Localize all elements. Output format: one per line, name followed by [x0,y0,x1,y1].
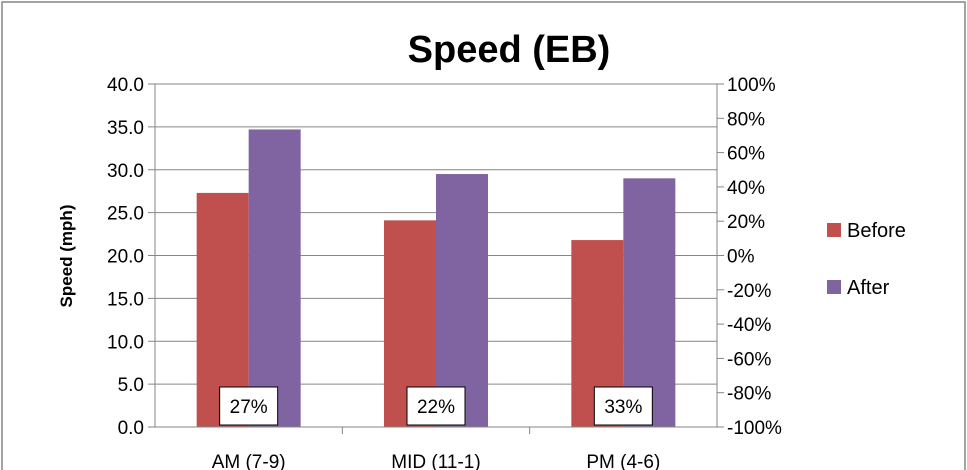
tick-labels: 0.0 5.0 10.0 15.0 20.0 25.0 30.0 35.0 40.0 -100% -… [107,75,782,470]
annotation-box [593,386,653,426]
annotation-label: 33% [604,397,642,418]
y2-tick-label: 80% [727,109,765,130]
x-tick-label: AM (7-9) [212,452,286,470]
y-tick-label: 20.0 [107,247,144,268]
bar-after [623,178,676,427]
legend-swatch-before [827,223,841,237]
y-tick-label: 25.0 [107,204,144,225]
chart-title: Speed (EB) [408,29,611,71]
y-tick-label: 35.0 [107,118,144,139]
x-tick-label: PM (4-6) [586,452,660,470]
y2-tick-label: -100% [727,418,782,439]
annotation-label: 27% [230,397,268,418]
y2-tick-label: 0% [727,247,755,268]
bar-after [248,129,301,427]
y2-tick-label: 60% [727,144,765,165]
x-tick-label: MID (11-1) [391,452,480,470]
legend: Before After [827,220,906,299]
legend-swatch-after [827,280,841,294]
annotation-box [219,386,279,426]
y2-tick-label: -80% [727,384,771,405]
bar-after [436,174,488,427]
annotation-box [406,386,466,426]
y-tick-label: 5.0 [118,375,144,396]
y-tick-label: 40.0 [107,75,144,96]
y2-tick-label: -40% [727,315,771,336]
axes [148,83,724,434]
y-axis-label: Speed (mph) [57,205,76,308]
legend-label-after: After [847,277,890,299]
annotation-label: 22% [417,397,455,418]
y2-tick-label: 40% [727,178,765,199]
y2-tick-label: 100% [727,75,776,96]
y-tick-label: 15.0 [107,289,144,310]
y2-tick-label: -60% [727,349,771,370]
legend-label-before: Before [847,220,906,242]
y2-tick-label: -20% [727,281,771,302]
y-tick-label: 0.0 [118,418,144,439]
y2-tick-label: 20% [727,212,765,233]
y-tick-label: 10.0 [107,332,144,353]
percent-annotations: 27% 22% 33% [219,386,653,426]
y-tick-label: 30.0 [107,161,144,182]
